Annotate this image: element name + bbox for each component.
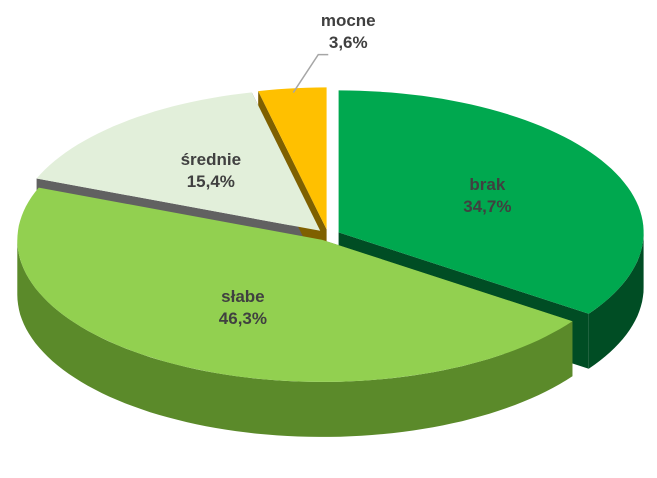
slice-rim [17,239,573,437]
slice [338,90,644,314]
slice [17,187,573,382]
category-label: mocne [321,11,376,30]
value-label: 3,6% [329,33,368,52]
category-label: słabe [221,287,264,306]
slice-rim [588,232,644,369]
category-label: średnie [181,150,241,169]
value-label: 46,3% [219,309,267,328]
value-label: 34,7% [463,197,511,216]
slice [258,87,327,230]
value-label: 15,4% [187,172,235,191]
slice [36,92,321,231]
leader-line [292,53,329,94]
category-label: brak [469,175,505,194]
